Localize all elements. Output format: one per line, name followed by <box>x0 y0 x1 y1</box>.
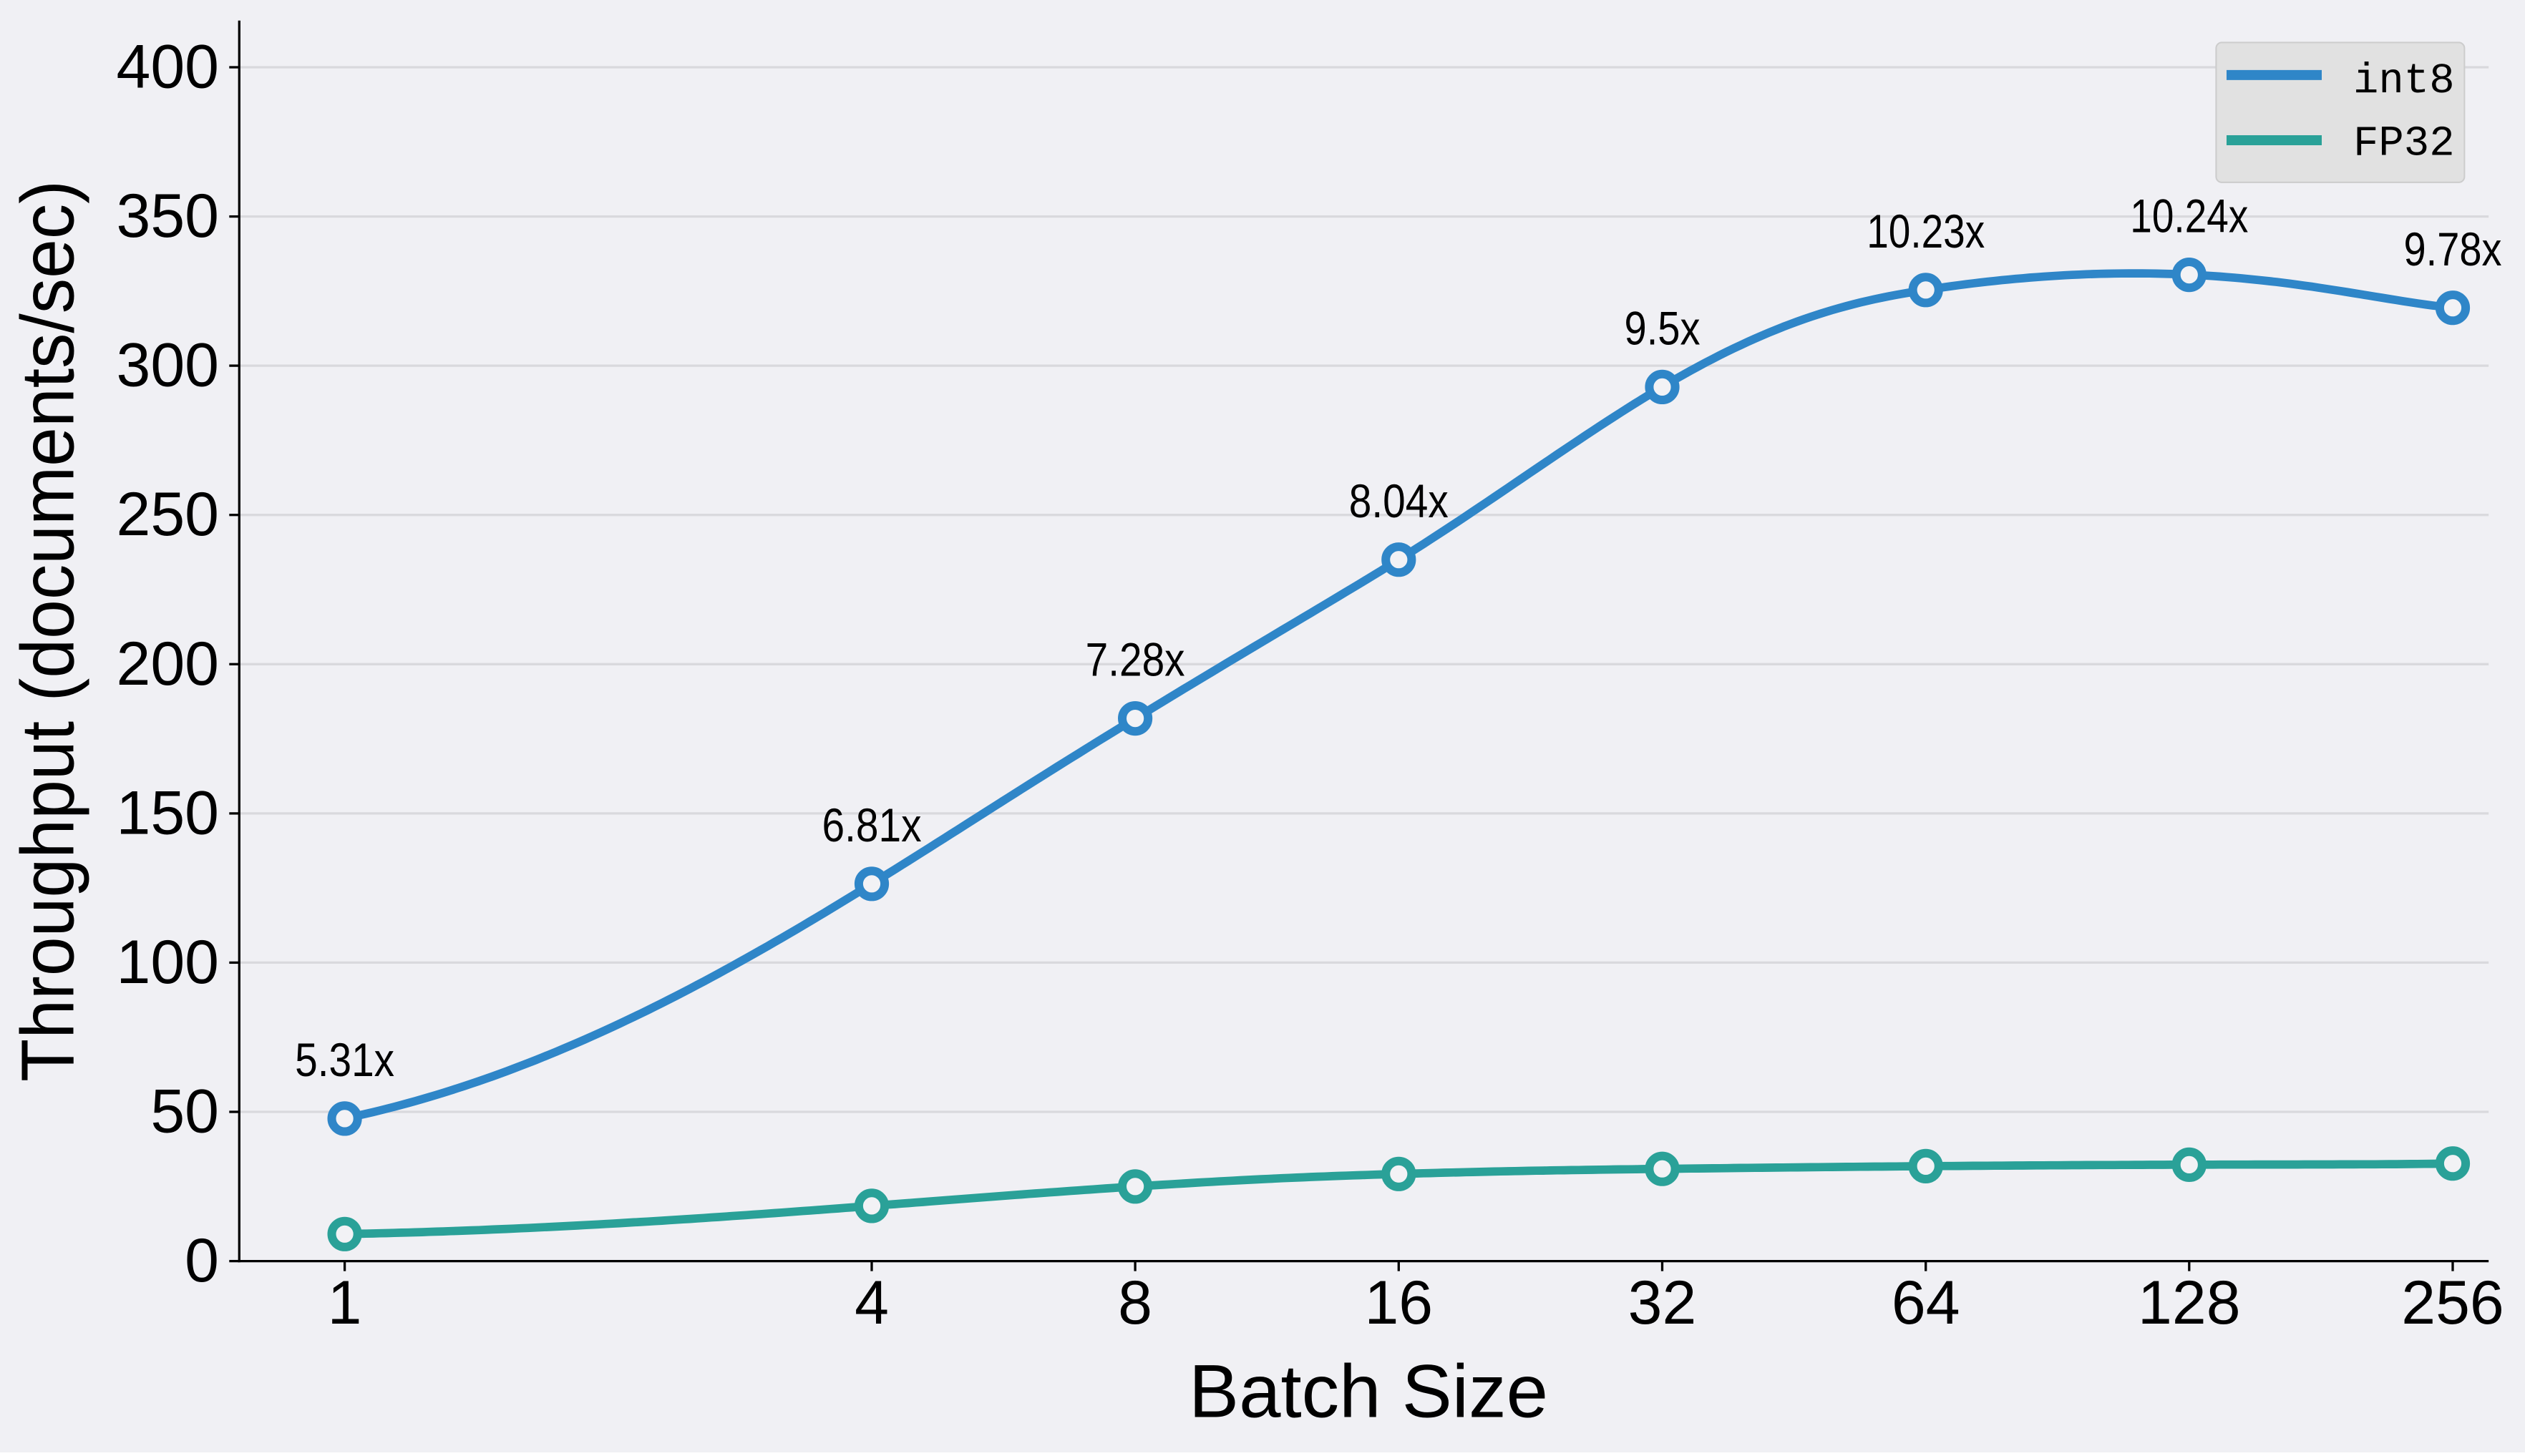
svg-text:200: 200 <box>117 630 220 698</box>
svg-text:64: 64 <box>1892 1269 1960 1337</box>
svg-text:32: 32 <box>1628 1269 1697 1337</box>
svg-text:50: 50 <box>150 1078 219 1146</box>
svg-text:0: 0 <box>185 1226 219 1295</box>
svg-text:1: 1 <box>328 1269 362 1337</box>
svg-text:7.28x: 7.28x <box>1086 633 1185 686</box>
svg-text:350: 350 <box>117 182 220 250</box>
svg-text:int8: int8 <box>2353 57 2455 105</box>
svg-text:10.23x: 10.23x <box>1867 205 1985 258</box>
svg-text:4: 4 <box>855 1269 889 1337</box>
svg-text:9.5x: 9.5x <box>1625 302 1701 355</box>
svg-text:300: 300 <box>117 331 220 400</box>
svg-text:250: 250 <box>117 480 220 549</box>
svg-text:100: 100 <box>117 928 220 997</box>
svg-text:150: 150 <box>117 778 220 847</box>
svg-text:400: 400 <box>117 33 220 102</box>
svg-text:256: 256 <box>2401 1269 2504 1337</box>
svg-text:128: 128 <box>2138 1269 2241 1337</box>
svg-text:6.81x: 6.81x <box>822 798 922 851</box>
svg-text:FP32: FP32 <box>2353 119 2455 167</box>
svg-text:9.78x: 9.78x <box>2404 223 2502 275</box>
svg-text:8.04x: 8.04x <box>1349 474 1449 527</box>
svg-text:16: 16 <box>1364 1269 1433 1337</box>
svg-text:5.31x: 5.31x <box>295 1033 394 1086</box>
svg-text:Throughput (documents/sec): Throughput (documents/sec) <box>6 180 89 1082</box>
svg-text:10.24x: 10.24x <box>2130 190 2248 243</box>
svg-text:8: 8 <box>1118 1269 1152 1337</box>
svg-text:Batch Size: Batch Size <box>1189 1350 1548 1434</box>
